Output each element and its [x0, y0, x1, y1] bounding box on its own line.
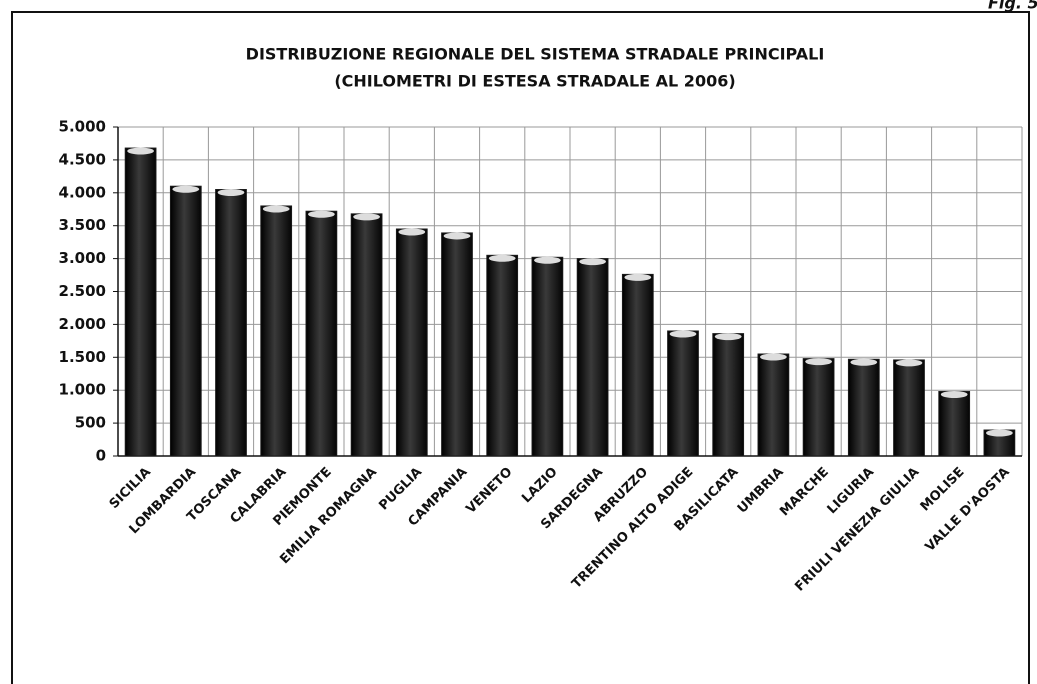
bar-cap [534, 256, 561, 264]
bar [124, 147, 157, 457]
bar [486, 254, 519, 457]
bar [576, 258, 609, 457]
y-tick-label: 4.000 [59, 183, 106, 201]
bar [395, 228, 428, 457]
bar-cap [624, 273, 652, 281]
bar-cap [940, 391, 968, 399]
y-tick-label: 0 [96, 447, 106, 465]
bar [260, 205, 293, 457]
bar [215, 189, 247, 457]
bar [893, 359, 925, 457]
y-tick-label: 2.000 [59, 315, 106, 333]
bar-cap [986, 429, 1013, 437]
x-tick-label: LAZIO [519, 465, 560, 506]
y-tick-label: 1.500 [59, 348, 106, 366]
chart-subtitle: (CHILOMETRI DI ESTESA STRADALE AL 2006) [334, 72, 735, 91]
bar-cap [579, 258, 606, 266]
x-tick-label: SICILIA [107, 465, 154, 512]
bar [712, 333, 745, 457]
bar [802, 358, 835, 457]
bar [350, 213, 383, 457]
bar [169, 185, 202, 457]
bar-cap [760, 353, 787, 361]
bar-cap [262, 205, 290, 213]
bar-cap [308, 210, 335, 218]
y-tick-label: 2.500 [59, 282, 106, 300]
bar [621, 273, 654, 457]
y-tick-label: 500 [75, 414, 106, 432]
bar-cap [172, 185, 200, 193]
bar [757, 353, 790, 457]
y-tick-label: 3.500 [59, 216, 106, 234]
bar [531, 256, 564, 457]
y-tick-label: 1.000 [59, 381, 106, 399]
bar [305, 210, 338, 457]
bar-cap [398, 228, 426, 236]
frame [11, 11, 1030, 684]
bar [847, 358, 880, 457]
x-tick-label: VENETO [463, 465, 515, 517]
bar-cap [443, 232, 471, 240]
y-tick-label: 5.000 [59, 118, 106, 136]
bar-cap [895, 359, 923, 367]
bar-cap [850, 358, 878, 366]
bar-cap [669, 330, 697, 338]
bar-cap [217, 189, 245, 197]
bar-cap [353, 213, 380, 221]
y-tick-label: 4.500 [59, 150, 106, 168]
x-tick-label: MARCHE [777, 465, 832, 520]
chart-title: DISTRIBUZIONE REGIONALE DEL SISTEMA STRA… [246, 45, 825, 64]
bar [667, 330, 699, 457]
figure-label: Fig. 5. [988, 0, 1037, 13]
bar [441, 232, 473, 457]
bar [938, 391, 971, 457]
bar-cap [127, 147, 154, 155]
bar-cap [488, 254, 516, 262]
x-tick-label: VALLE D'AOSTA [923, 465, 1013, 555]
bar-cap [805, 358, 832, 366]
y-tick-label: 3.000 [59, 249, 106, 267]
bar-cap [714, 333, 742, 341]
